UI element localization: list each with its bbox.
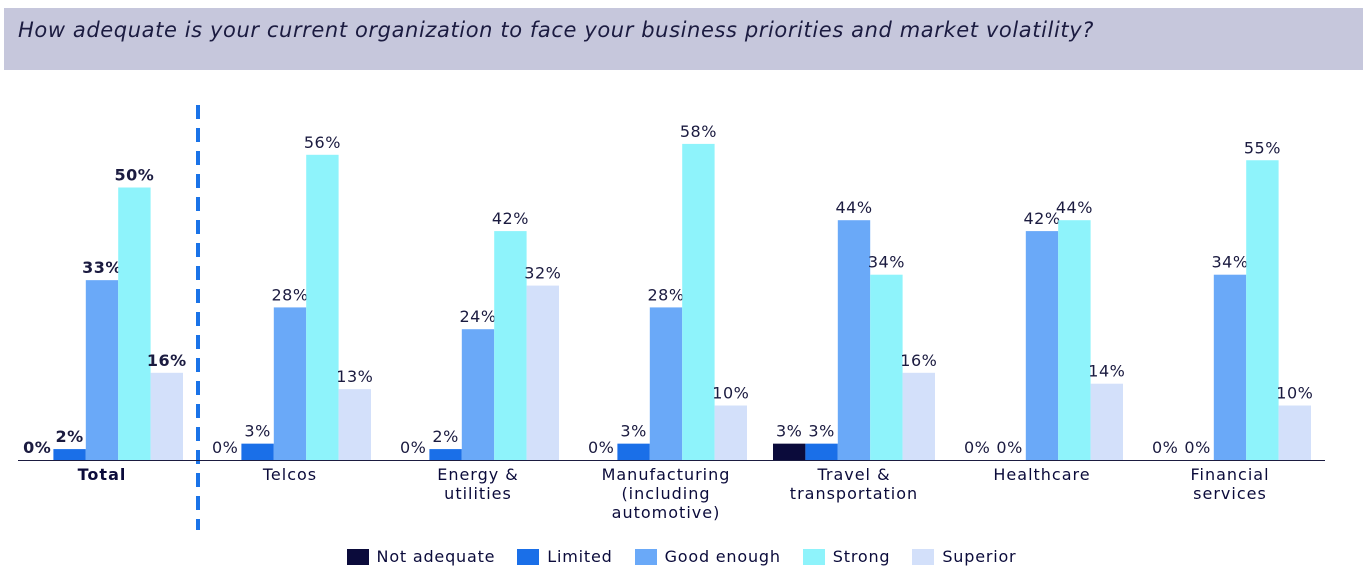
- bar: [85, 280, 119, 460]
- bar: [461, 329, 495, 460]
- data-label: 34%: [1211, 253, 1248, 272]
- x-tick-label: Healthcare: [993, 465, 1091, 484]
- data-label: 0%: [964, 438, 990, 457]
- data-label: 55%: [1244, 138, 1281, 157]
- data-label: 42%: [1023, 209, 1060, 228]
- bar: [837, 220, 871, 460]
- x-tick-label: Energy & utilities: [437, 465, 519, 503]
- data-label: 0%: [23, 438, 51, 457]
- bar: [241, 443, 274, 460]
- data-label: 0%: [588, 438, 614, 457]
- title-banner: [4, 8, 1363, 70]
- data-label: 10%: [1276, 384, 1313, 403]
- legend-swatch: [802, 548, 825, 565]
- data-label: 0%: [996, 438, 1022, 457]
- legend-swatch: [634, 548, 657, 565]
- bar: [429, 449, 462, 460]
- bar: [494, 231, 527, 460]
- data-label: 0%: [400, 438, 426, 457]
- data-label: 34%: [868, 253, 905, 272]
- chart: 0% 2% 33% 50% 16% 0% 3% 28% 56% 13% 0% 2% 24% 42% 32% 0…: [18, 105, 1325, 530]
- data-label: 10%: [712, 384, 749, 403]
- data-label: 3%: [808, 422, 834, 441]
- bar: [1246, 160, 1279, 460]
- bar: [118, 187, 151, 460]
- data-label: 42%: [492, 209, 529, 228]
- legend: Not adequate Limited Good enough Strong Supe…: [0, 547, 1363, 566]
- bar: [306, 154, 339, 461]
- bar: [526, 285, 559, 460]
- data-label: 50%: [115, 166, 155, 185]
- data-label: 33%: [82, 258, 122, 277]
- legend-item: Superior: [912, 547, 1016, 566]
- data-label: 0%: [1152, 438, 1178, 457]
- bar: [1213, 274, 1247, 460]
- x-tick-label: Manufacturing (including automotive): [601, 465, 731, 522]
- bar: [617, 443, 650, 460]
- data-label: 13%: [336, 367, 373, 386]
- bar: [649, 307, 683, 460]
- bar: [1278, 405, 1311, 460]
- x-tick-label: Telcos: [262, 465, 318, 484]
- chart-title: How adequate is your current organizatio…: [18, 18, 1095, 42]
- data-label: 58%: [680, 122, 717, 141]
- data-label: 28%: [271, 285, 308, 304]
- data-label: 3%: [620, 422, 646, 441]
- legend-label: Not adequate: [376, 547, 496, 566]
- bar: [902, 372, 935, 460]
- data-label: 3%: [244, 422, 270, 441]
- legend-item: Limited: [517, 547, 612, 566]
- x-tick-label: Financial services: [1190, 465, 1270, 503]
- bar: [53, 449, 86, 460]
- bar: [1058, 220, 1091, 460]
- legend-label: Superior: [942, 547, 1017, 566]
- data-label: 16%: [900, 351, 937, 370]
- legend-label: Good enough: [664, 547, 781, 566]
- data-label: 14%: [1088, 362, 1125, 381]
- bar: [773, 443, 806, 460]
- bar: [870, 274, 903, 460]
- data-label: 44%: [1056, 198, 1093, 217]
- legend-item: Not adequate: [346, 547, 496, 566]
- legend-swatch: [912, 548, 935, 565]
- data-label: 44%: [835, 198, 872, 217]
- bar: [805, 443, 838, 460]
- legend-swatch: [517, 548, 540, 565]
- data-label: 2%: [432, 427, 458, 446]
- bar: [338, 389, 371, 460]
- data-label: 2%: [56, 427, 84, 446]
- data-label: 0%: [212, 438, 238, 457]
- bar: [150, 372, 183, 460]
- legend-label: Limited: [547, 547, 613, 566]
- bar: [714, 405, 747, 460]
- data-label: 16%: [147, 351, 187, 370]
- data-label: 0%: [1184, 438, 1210, 457]
- data-label: 28%: [647, 285, 684, 304]
- legend-item: Good enough: [634, 547, 781, 566]
- legend-swatch: [346, 548, 369, 565]
- data-label: 56%: [304, 133, 341, 152]
- bar: [1025, 231, 1059, 460]
- legend-label: Strong: [832, 547, 891, 566]
- x-tick-label: Travel & transportation: [789, 465, 919, 503]
- data-label: 24%: [459, 307, 496, 326]
- legend-item: Strong: [802, 547, 891, 566]
- bar: [1090, 383, 1123, 460]
- x-tick-label: Total: [77, 465, 127, 484]
- data-label: 3%: [776, 422, 802, 441]
- data-label: 32%: [524, 264, 561, 283]
- bar: [682, 143, 715, 460]
- bar: [273, 307, 307, 460]
